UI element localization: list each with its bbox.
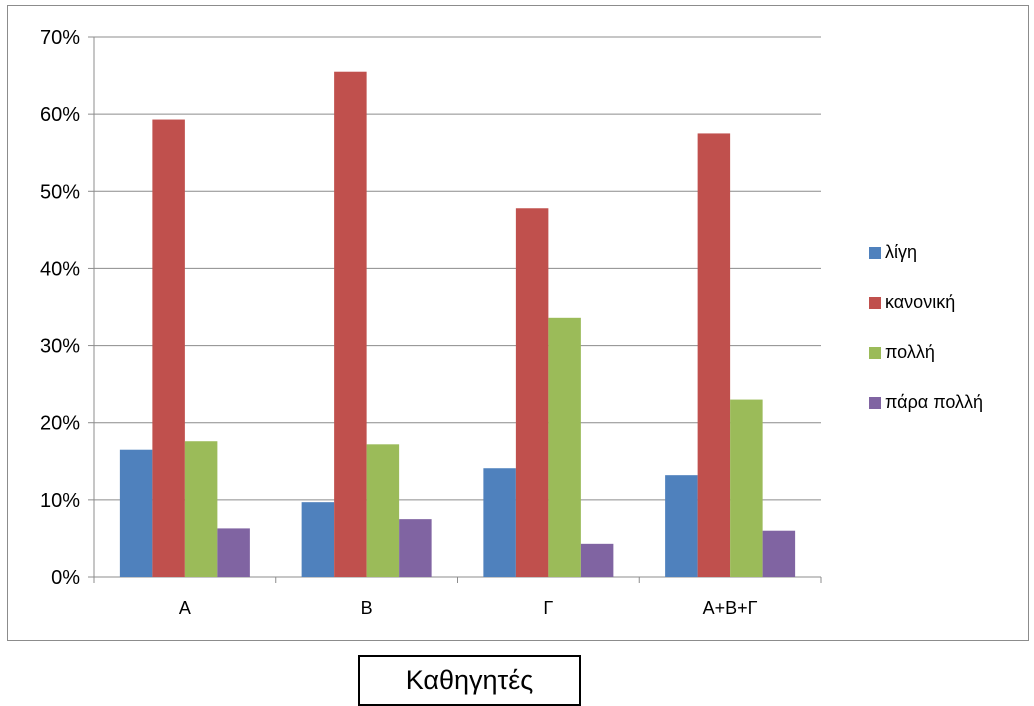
legend-item: πολλή xyxy=(869,342,983,362)
y-tick-label: 0% xyxy=(51,567,80,589)
legend-item: πάρα πολλή xyxy=(869,392,984,412)
y-tick-label: 40% xyxy=(40,258,80,280)
legend-swatch xyxy=(869,396,881,409)
legend-swatch xyxy=(869,296,881,309)
bar-4-4 xyxy=(762,530,796,577)
bar-3-4 xyxy=(730,399,763,577)
x-tick-label: A+B+Γ xyxy=(703,598,758,618)
bar-4-2 xyxy=(399,519,432,577)
legend-label: λίγη xyxy=(885,242,918,262)
bar-1-3 xyxy=(483,468,516,577)
x-tick-label: A xyxy=(179,598,191,618)
y-tick-label: 20% xyxy=(40,413,80,435)
bar-2-4 xyxy=(697,133,731,577)
chart-frame: 0% 10% 20% 30% 40% 50% 60% 70% A B Γ A+B+Γ λίγη κανο… xyxy=(7,5,1029,641)
bar-chart: 0% 10% 20% 30% 40% 50% 60% 70% A B Γ A+B+Γ xyxy=(40,27,822,618)
caption-text: Καθηγητές xyxy=(405,665,534,695)
bar-1-1 xyxy=(119,449,153,577)
legend-label: κανονική xyxy=(885,292,956,312)
legend-label: πάρα πολλή xyxy=(885,392,984,412)
legend-swatch xyxy=(869,246,881,259)
bar-1-4 xyxy=(665,475,698,577)
y-tick-label: 50% xyxy=(40,181,80,203)
bar-4-3 xyxy=(580,543,614,577)
bar-3-3 xyxy=(548,317,581,577)
y-tick-label: 30% xyxy=(40,336,80,358)
bar-2-2 xyxy=(334,71,367,577)
bar-3-2 xyxy=(366,444,400,577)
bar-2-1 xyxy=(152,119,185,578)
y-tick-label: 70% xyxy=(40,27,80,49)
bar-2-3 xyxy=(515,208,549,577)
bar-1-2 xyxy=(301,502,335,577)
y-tick-label: 10% xyxy=(40,490,80,512)
legend-swatch xyxy=(869,346,881,359)
x-tick-label: B xyxy=(361,598,373,618)
legend: λίγη κανονική πολλή πάρα πολλή xyxy=(869,242,984,444)
bar-3-1 xyxy=(184,441,218,577)
caption-box: Καθηγητές xyxy=(358,655,581,706)
x-tick-label: Γ xyxy=(543,598,553,618)
bar-4-1 xyxy=(217,528,250,577)
legend-item: κανονική xyxy=(869,292,983,312)
y-tick-label: 60% xyxy=(40,104,80,126)
legend-item: λίγη xyxy=(869,242,983,262)
legend-label: πολλή xyxy=(885,342,935,362)
